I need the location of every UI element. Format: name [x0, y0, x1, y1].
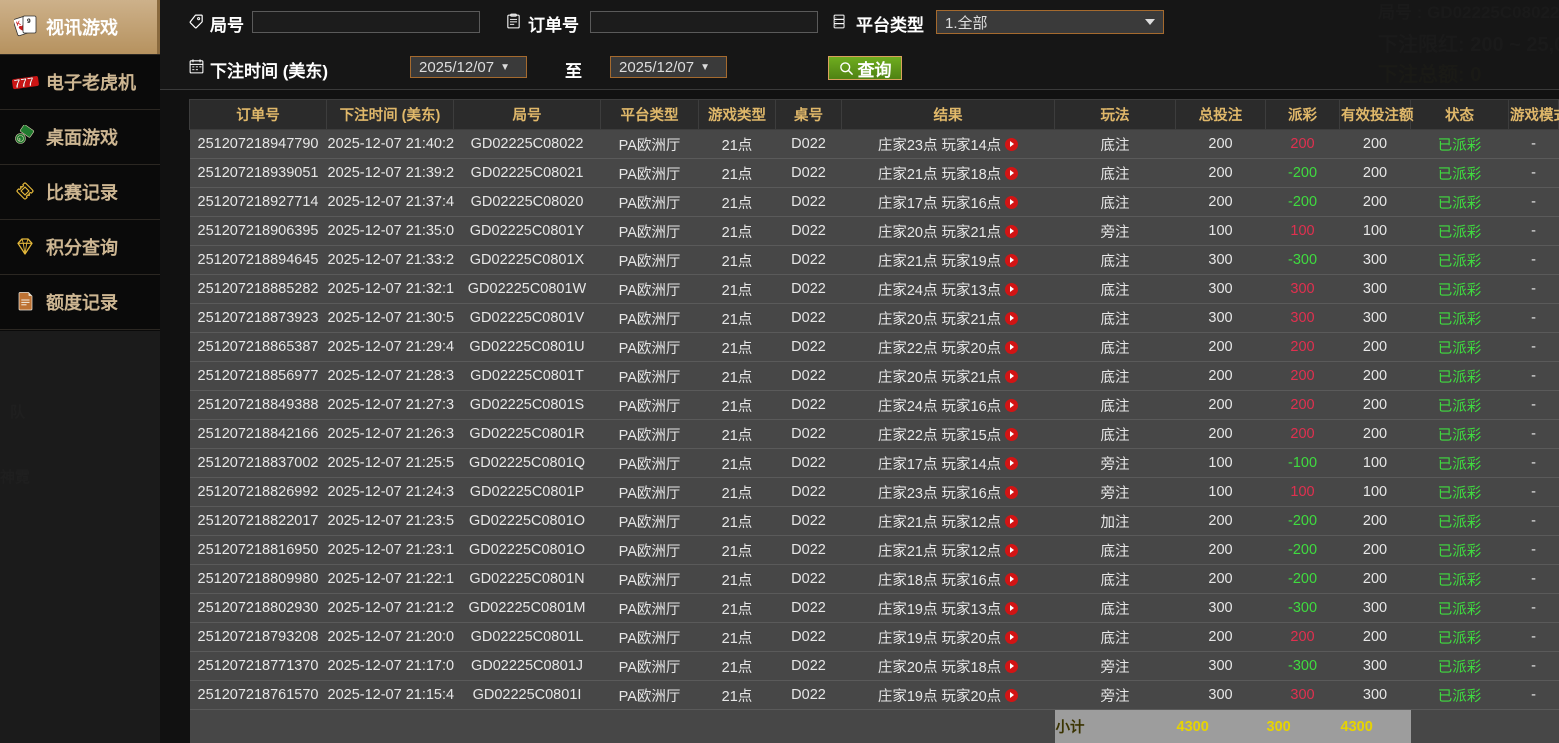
svg-text:777: 777: [13, 74, 35, 91]
svg-text:$: $: [19, 137, 21, 141]
svg-text:9: 9: [27, 18, 31, 25]
